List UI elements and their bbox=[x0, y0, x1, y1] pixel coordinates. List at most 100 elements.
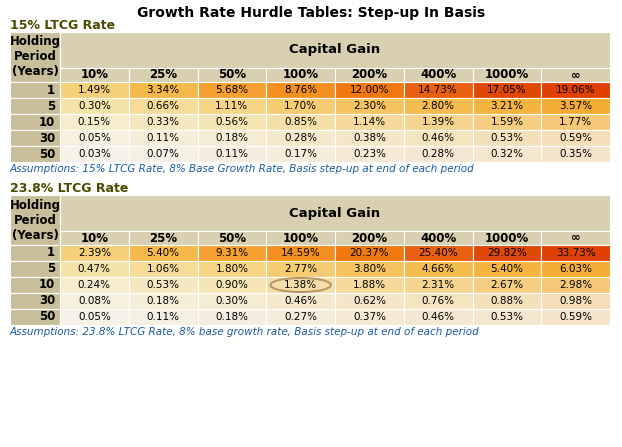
Bar bbox=[541, 82, 610, 98]
Text: 0.11%: 0.11% bbox=[215, 149, 248, 159]
Text: 5.40%: 5.40% bbox=[147, 248, 180, 258]
Bar bbox=[10, 146, 60, 162]
Text: 100%: 100% bbox=[282, 232, 318, 245]
Bar bbox=[10, 277, 60, 293]
Text: 0.11%: 0.11% bbox=[147, 133, 180, 143]
Text: 1: 1 bbox=[47, 246, 55, 260]
Bar bbox=[129, 98, 198, 114]
Text: 3.80%: 3.80% bbox=[353, 264, 386, 274]
Bar bbox=[10, 293, 60, 309]
Text: 25%: 25% bbox=[149, 232, 177, 245]
Text: 0.18%: 0.18% bbox=[147, 296, 180, 306]
Bar bbox=[541, 309, 610, 325]
Text: 0.15%: 0.15% bbox=[78, 117, 111, 127]
Text: 0.37%: 0.37% bbox=[353, 312, 386, 322]
Bar bbox=[129, 277, 198, 293]
Text: Assumptions: 15% LTCG Rate, 8% Base Growth Rate, Basis step-up at end of each pe: Assumptions: 15% LTCG Rate, 8% Base Grow… bbox=[10, 164, 475, 174]
Bar bbox=[10, 82, 60, 98]
Text: 200%: 200% bbox=[351, 232, 388, 245]
Bar bbox=[60, 231, 129, 245]
Text: 2.77%: 2.77% bbox=[284, 264, 317, 274]
Text: 2.98%: 2.98% bbox=[559, 280, 592, 290]
Bar bbox=[129, 82, 198, 98]
Text: 2.30%: 2.30% bbox=[353, 101, 386, 111]
Bar bbox=[10, 245, 60, 261]
Bar bbox=[198, 293, 266, 309]
Text: 17.05%: 17.05% bbox=[487, 85, 527, 95]
Text: Growth Rate Hurdle Tables: Step-up In Basis: Growth Rate Hurdle Tables: Step-up In Ba… bbox=[137, 6, 485, 20]
Text: 2.80%: 2.80% bbox=[422, 101, 455, 111]
Bar bbox=[473, 231, 541, 245]
Bar bbox=[335, 231, 404, 245]
Bar bbox=[198, 98, 266, 114]
Text: 0.98%: 0.98% bbox=[559, 296, 592, 306]
Bar bbox=[266, 245, 335, 261]
Bar bbox=[60, 114, 129, 130]
Text: 20.37%: 20.37% bbox=[350, 248, 389, 258]
Text: 0.05%: 0.05% bbox=[78, 133, 111, 143]
Text: 1000%: 1000% bbox=[485, 68, 529, 81]
Bar bbox=[266, 277, 335, 293]
Text: 50: 50 bbox=[39, 311, 55, 324]
Bar bbox=[129, 130, 198, 146]
Bar bbox=[60, 68, 129, 82]
Text: 1.39%: 1.39% bbox=[422, 117, 455, 127]
Bar bbox=[473, 277, 541, 293]
Text: 5: 5 bbox=[47, 262, 55, 275]
Bar bbox=[335, 114, 404, 130]
Bar bbox=[60, 293, 129, 309]
Text: 0.33%: 0.33% bbox=[147, 117, 180, 127]
Text: 0.18%: 0.18% bbox=[215, 312, 248, 322]
Bar bbox=[335, 82, 404, 98]
Bar bbox=[198, 231, 266, 245]
Bar bbox=[129, 245, 198, 261]
Text: Holding
Period
(Years): Holding Period (Years) bbox=[9, 198, 60, 241]
Bar bbox=[541, 130, 610, 146]
Bar bbox=[129, 114, 198, 130]
Bar bbox=[473, 245, 541, 261]
Text: 0.03%: 0.03% bbox=[78, 149, 111, 159]
Text: 3.34%: 3.34% bbox=[147, 85, 180, 95]
Text: 23.8% LTCG Rate: 23.8% LTCG Rate bbox=[10, 182, 128, 195]
Bar bbox=[10, 195, 60, 245]
Text: 0.11%: 0.11% bbox=[147, 312, 180, 322]
Text: 25%: 25% bbox=[149, 68, 177, 81]
Text: 12.00%: 12.00% bbox=[350, 85, 389, 95]
Bar bbox=[60, 82, 129, 98]
Bar bbox=[541, 114, 610, 130]
Bar bbox=[404, 231, 473, 245]
Text: 0.05%: 0.05% bbox=[78, 312, 111, 322]
Bar bbox=[404, 309, 473, 325]
Bar bbox=[541, 68, 610, 82]
Bar bbox=[266, 146, 335, 162]
Text: 2.31%: 2.31% bbox=[422, 280, 455, 290]
Bar bbox=[335, 277, 404, 293]
Text: 0.27%: 0.27% bbox=[284, 312, 317, 322]
Text: 25.40%: 25.40% bbox=[419, 248, 458, 258]
Text: 0.85%: 0.85% bbox=[284, 117, 317, 127]
Text: 1.49%: 1.49% bbox=[78, 85, 111, 95]
Bar bbox=[198, 146, 266, 162]
Text: 100%: 100% bbox=[282, 68, 318, 81]
Text: 10: 10 bbox=[39, 278, 55, 291]
Bar bbox=[129, 68, 198, 82]
Bar bbox=[404, 293, 473, 309]
Bar bbox=[10, 130, 60, 146]
Text: 4.66%: 4.66% bbox=[422, 264, 455, 274]
Bar bbox=[335, 98, 404, 114]
Text: 0.17%: 0.17% bbox=[284, 149, 317, 159]
Bar bbox=[60, 130, 129, 146]
Bar bbox=[266, 130, 335, 146]
Bar bbox=[198, 82, 266, 98]
Bar bbox=[541, 98, 610, 114]
Bar bbox=[335, 130, 404, 146]
Bar bbox=[60, 261, 129, 277]
Bar bbox=[10, 32, 60, 82]
Text: 0.53%: 0.53% bbox=[147, 280, 180, 290]
Bar bbox=[60, 195, 610, 231]
Text: 400%: 400% bbox=[420, 232, 457, 245]
Text: 0.62%: 0.62% bbox=[353, 296, 386, 306]
Text: 0.35%: 0.35% bbox=[559, 149, 592, 159]
Bar bbox=[266, 98, 335, 114]
Bar bbox=[129, 309, 198, 325]
